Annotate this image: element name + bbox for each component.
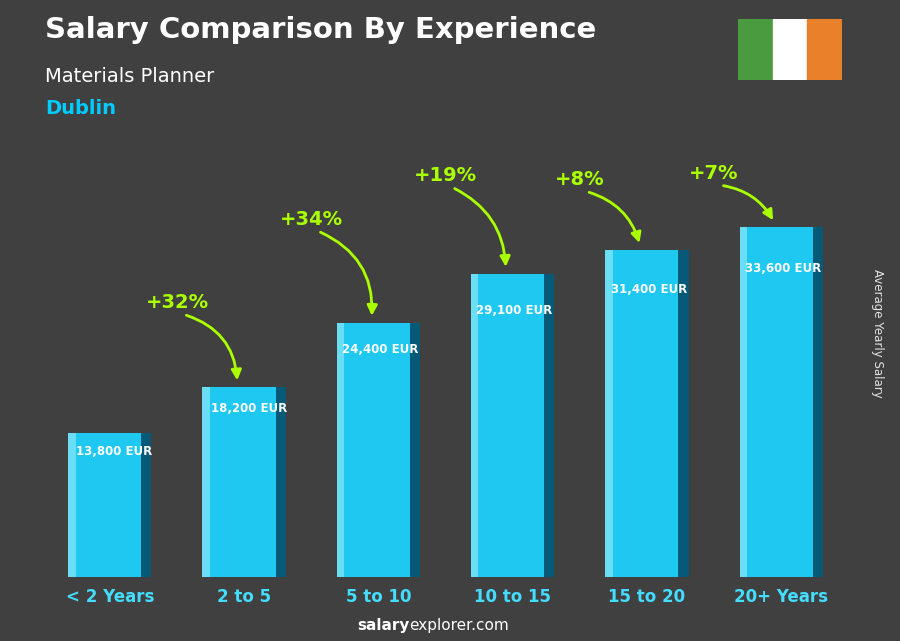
- Bar: [275, 387, 285, 577]
- Bar: [202, 387, 210, 577]
- Text: 13,800 EUR: 13,800 EUR: [76, 445, 152, 458]
- Text: Salary Comparison By Experience: Salary Comparison By Experience: [45, 16, 596, 44]
- Bar: [68, 433, 151, 577]
- Text: Dublin: Dublin: [45, 99, 116, 119]
- Text: 33,600 EUR: 33,600 EUR: [745, 262, 821, 275]
- Text: 31,400 EUR: 31,400 EUR: [610, 283, 687, 296]
- Bar: [606, 250, 688, 577]
- Bar: [807, 19, 842, 80]
- Bar: [606, 250, 613, 577]
- Bar: [471, 274, 479, 577]
- Bar: [679, 250, 688, 577]
- Bar: [740, 227, 747, 577]
- Bar: [202, 387, 285, 577]
- Text: +32%: +32%: [146, 294, 209, 312]
- Bar: [813, 227, 823, 577]
- Text: 24,400 EUR: 24,400 EUR: [342, 343, 418, 356]
- Text: Average Yearly Salary: Average Yearly Salary: [871, 269, 884, 397]
- Text: +7%: +7%: [689, 164, 739, 183]
- Bar: [337, 322, 420, 577]
- Text: Materials Planner: Materials Planner: [45, 67, 214, 87]
- Text: +19%: +19%: [414, 166, 477, 185]
- Bar: [471, 274, 554, 577]
- Bar: [772, 19, 807, 80]
- Bar: [544, 274, 554, 577]
- Bar: [738, 19, 772, 80]
- Bar: [68, 433, 76, 577]
- Bar: [410, 322, 420, 577]
- Bar: [337, 322, 344, 577]
- Bar: [740, 227, 823, 577]
- Text: 18,200 EUR: 18,200 EUR: [211, 403, 287, 415]
- Text: +8%: +8%: [555, 171, 605, 189]
- Bar: [141, 433, 151, 577]
- Text: explorer.com: explorer.com: [410, 619, 509, 633]
- Text: +34%: +34%: [280, 210, 343, 229]
- Text: salary: salary: [357, 619, 410, 633]
- Text: 29,100 EUR: 29,100 EUR: [476, 304, 553, 317]
